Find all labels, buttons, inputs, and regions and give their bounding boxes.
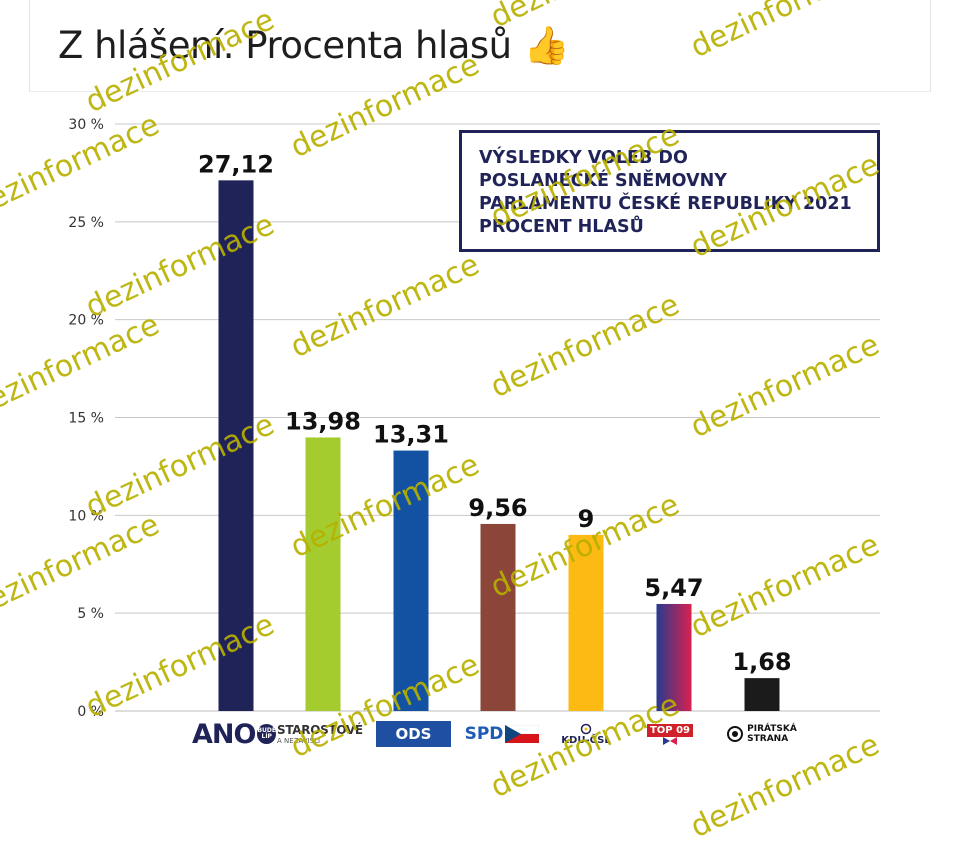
chart-title-line-2: POSLANECKÉ SNĚMOVNY <box>479 171 727 191</box>
pirati-logo-text: PIRÁTSKÁ STRANA <box>747 724 797 744</box>
bar-value-label: 13,98 <box>285 407 361 435</box>
post-frame-divider <box>29 91 931 92</box>
bar <box>218 180 254 712</box>
pirati-logo: PIRÁTSKÁ STRANA <box>722 716 802 752</box>
ods-logo-text: ODS <box>395 725 432 743</box>
stan-logo-sub: A NEZÁVISLÍ <box>277 737 321 745</box>
top09-logo: TOP 09 <box>645 716 695 752</box>
ano-logo-text: ANO <box>192 718 256 750</box>
kdu-logo: KDU-ČSL <box>556 716 616 752</box>
chart-title-line-3: PARLAMENTU ČESKÉ REPUBLIKY 2021 <box>479 194 852 214</box>
chart-title-line-4: PROCENT HLASŮ <box>479 217 644 237</box>
bar <box>744 678 780 711</box>
ods-logo: ODS <box>375 716 452 752</box>
post-title: Z hlášení. Procenta hlasů 👍 <box>58 24 570 68</box>
y-tick-label: 25 % <box>68 215 104 231</box>
thumbs-up-icon: 👍 <box>523 24 570 67</box>
stan-logo-main: STAROSTOVÉ <box>277 723 363 737</box>
y-tick-label: 15 % <box>68 411 104 427</box>
chart-title-line-1: VÝSLEDKY VOLEB DO <box>479 148 688 168</box>
post-title-text: Z hlášení. Procenta hlasů <box>58 24 512 67</box>
bar-value-label: 5,47 <box>644 574 703 602</box>
bar-value-label: 9 <box>578 505 595 533</box>
spd-logo-text: SPD <box>464 724 504 744</box>
top09-logo-text: TOP 09 <box>646 723 694 737</box>
bar-value-label: 9,56 <box>468 494 527 522</box>
top09-bowtie-icon <box>663 736 677 745</box>
pirati-logo-line-2: STRANA <box>747 734 789 744</box>
bar-chart: 0 % 5 % 10 % 15 % 20 % 25 % 30 % 27,12 13,98 13,3… <box>68 117 880 720</box>
bar <box>568 534 604 711</box>
kdu-flower-icon <box>580 723 592 734</box>
y-tick-label: 10 % <box>68 508 104 524</box>
bar <box>305 437 341 711</box>
bar <box>480 523 516 711</box>
czech-flag-icon <box>505 725 540 743</box>
ods-logo-box: ODS <box>376 721 451 747</box>
spd-logo: SPD <box>456 716 548 752</box>
kdu-logo-text: KDU-ČSL <box>561 734 611 746</box>
post-frame-left <box>29 0 30 92</box>
ano-logo-badge: BUDE LÍP <box>257 724 276 744</box>
y-tick-label: 20 % <box>68 313 104 329</box>
chart-title-box: VÝSLEDKY VOLEB DO POSLANECKÉ SNĚMOVNY PA… <box>459 130 880 252</box>
bar-value-label: 27,12 <box>198 150 274 178</box>
pirate-circle-icon <box>727 726 744 742</box>
bar-value-label: 13,31 <box>373 421 449 449</box>
bar <box>656 603 692 711</box>
pirati-logo-line-1: PIRÁTSKÁ <box>747 724 797 734</box>
bar-value-label: 1,68 <box>732 648 791 676</box>
stan-logo: STAROSTOVÉ A NEZÁVISLÍ <box>277 716 371 752</box>
y-tick-label: 0 % <box>77 704 104 720</box>
post-frame-right <box>930 0 931 92</box>
bar <box>393 450 429 711</box>
ano-logo: ANO BUDE LÍP <box>192 716 276 752</box>
y-tick-label: 30 % <box>68 117 104 133</box>
y-tick-label: 5 % <box>77 606 104 622</box>
